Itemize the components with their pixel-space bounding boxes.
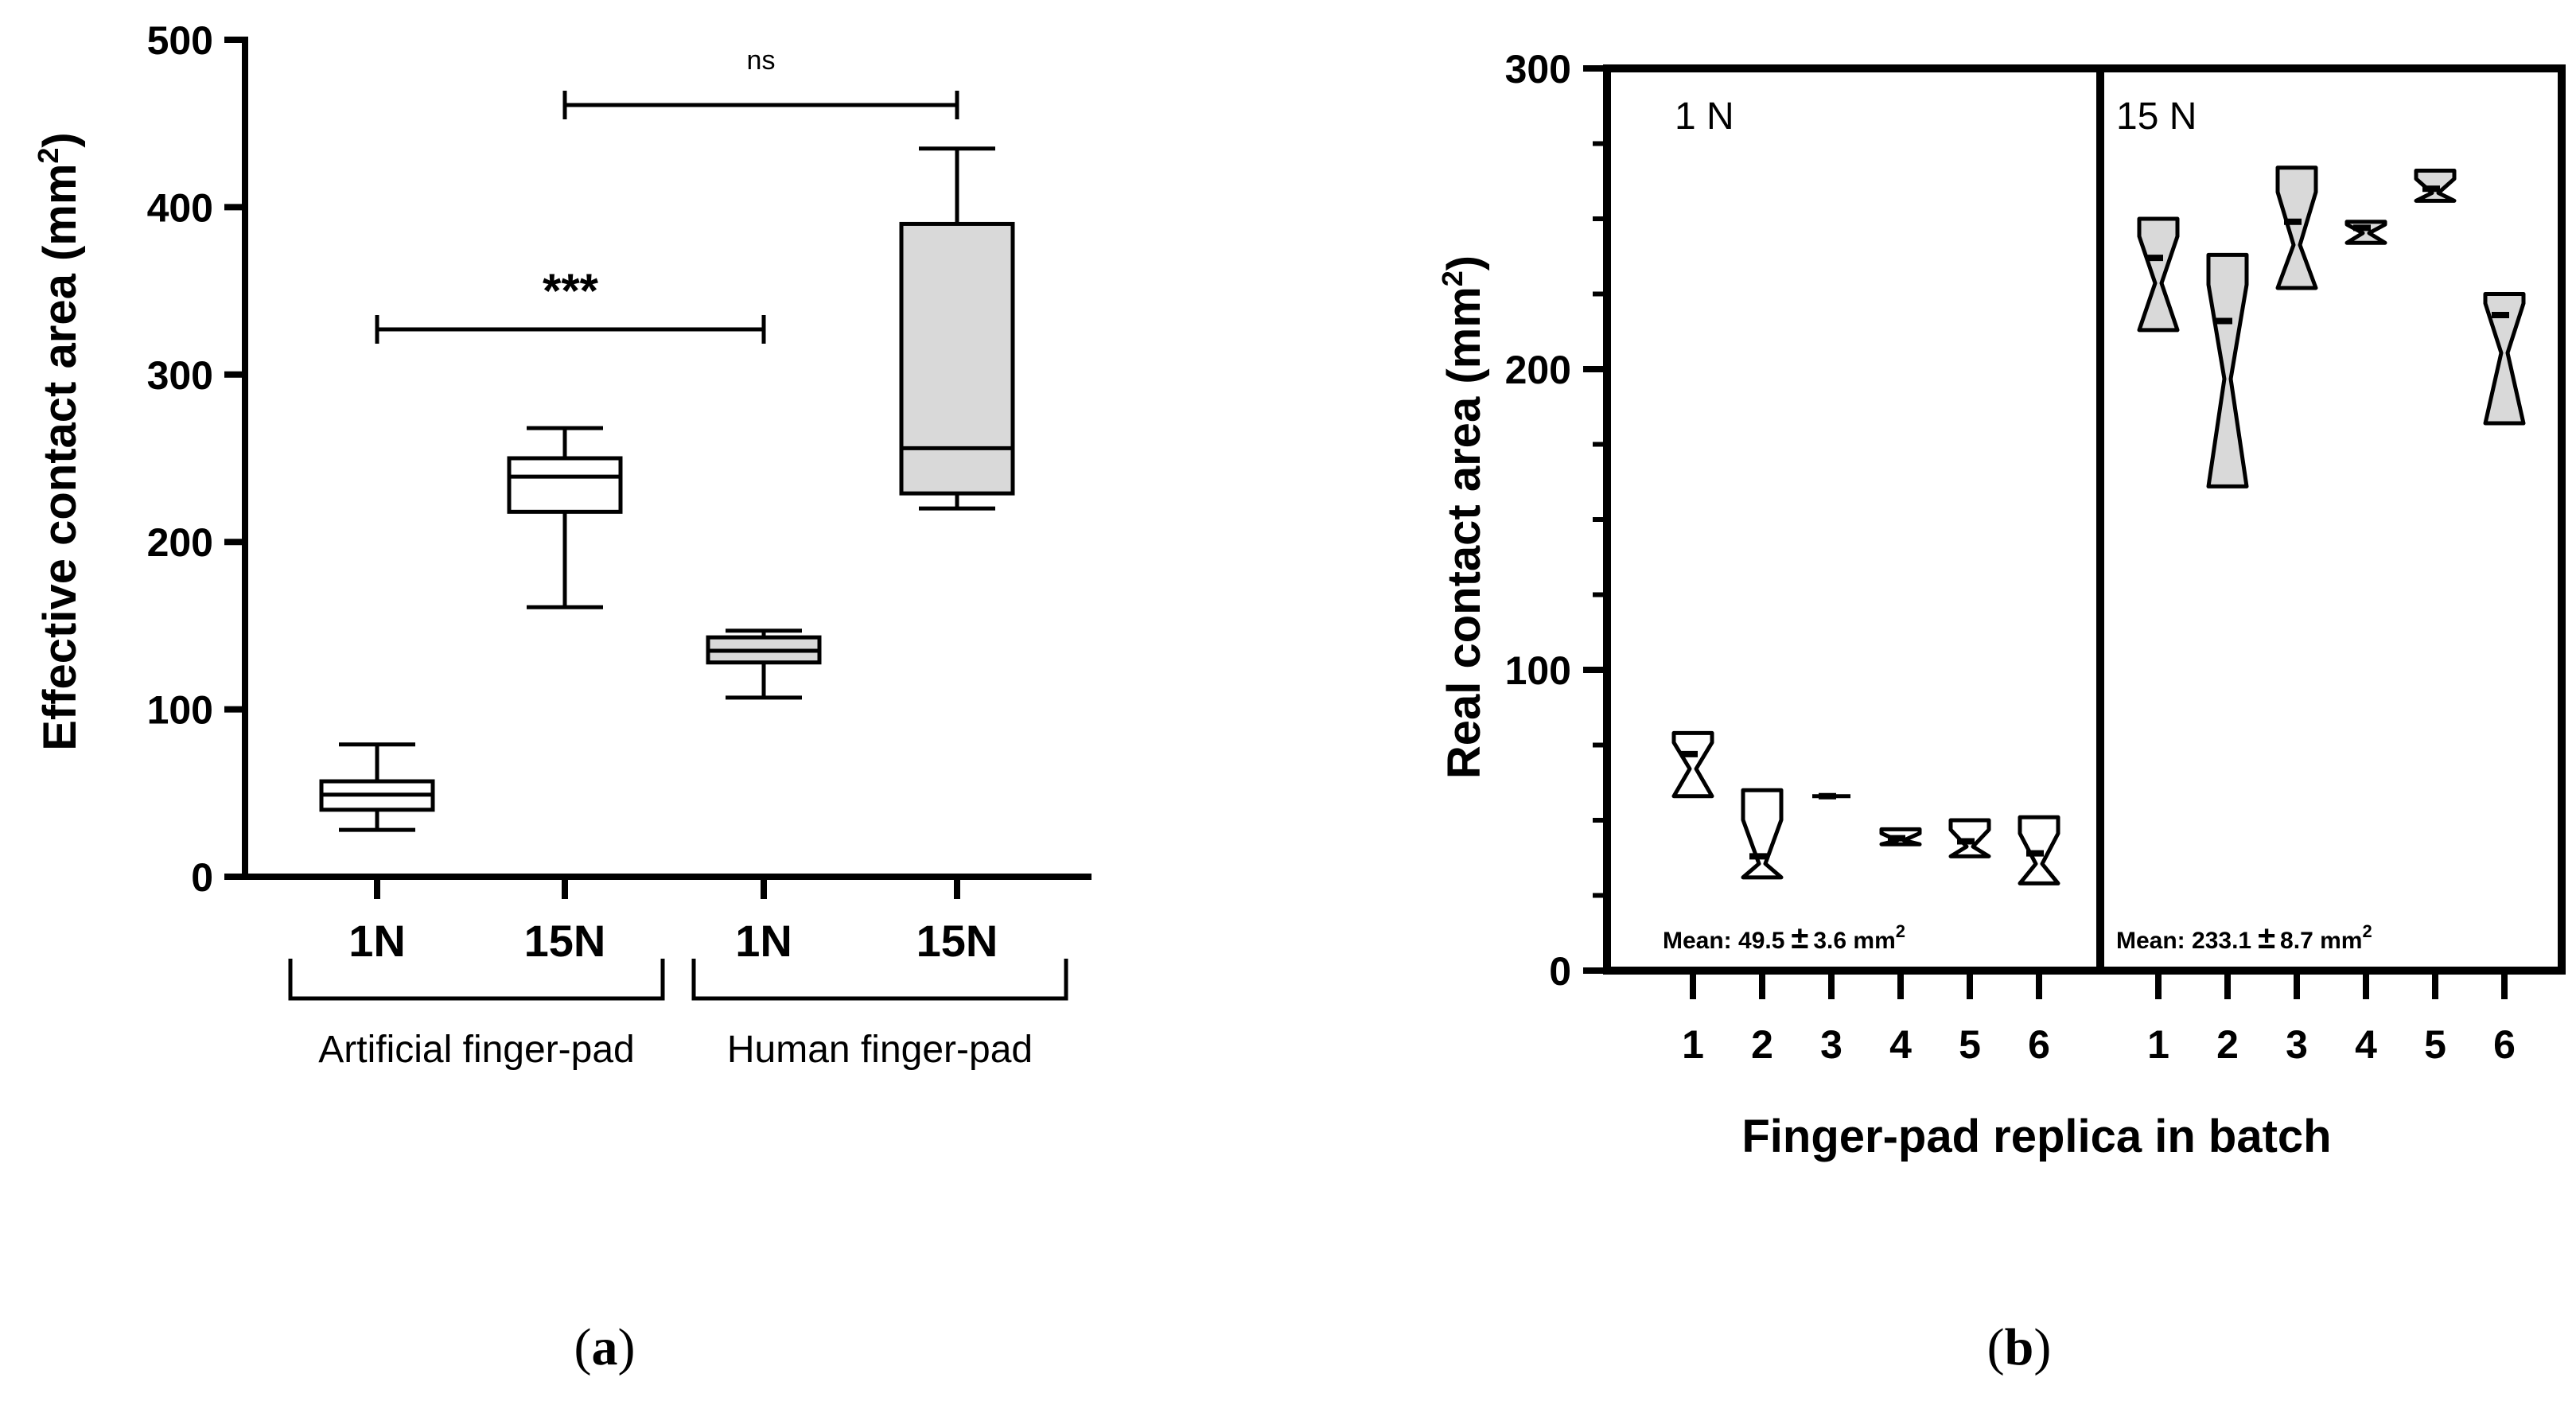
- x-tick-label-a: 15N: [524, 916, 606, 966]
- y-axis-b: 0 100 200 300: [1505, 47, 1607, 994]
- violin-body: [2275, 165, 2318, 290]
- y-tick-label-a: 200: [147, 520, 213, 565]
- significance-label: ns: [747, 45, 776, 76]
- significance-annotations: *** ns: [375, 45, 959, 344]
- box-0: [319, 742, 435, 832]
- panel-a-box-plot: 0 100 200 300 400 500 1N 15N 1N 15N Artificial f…: [32, 18, 1091, 1376]
- x-tick-label-b: 1: [2147, 1022, 2169, 1067]
- panel-label-b: (b): [1987, 1318, 2052, 1376]
- x-axis-b: 1 2 3 4 5 6 1 2 3 4 5 6: [1682, 971, 2516, 1067]
- significance-bracket: [375, 314, 766, 344]
- violin-body: [1671, 730, 1714, 799]
- x-tick-label-b: 5: [2424, 1022, 2446, 1067]
- x-tick-label-b: 2: [1751, 1022, 1773, 1067]
- box-body: [507, 456, 623, 514]
- x-tick-label-b: 6: [2028, 1022, 2050, 1067]
- group-brackets: Artificial finger-pad Human finger-pad: [288, 959, 1068, 1071]
- panel-b-violin-plot: 0 100 200 300 1 2 3 4 5 6 1 2 3 4 5 6 1 N 15 N Mean: 4…: [1436, 47, 2566, 1376]
- x-tick-label-b: 6: [2493, 1022, 2516, 1067]
- violin-body: [1741, 788, 1784, 880]
- x-tick-label-b: 3: [2286, 1022, 2308, 1067]
- y-title-close: ): [34, 132, 86, 147]
- x-axis-a: 1N 15N 1N 15N: [242, 874, 1091, 966]
- box-2: [706, 629, 822, 700]
- violin-body: [2137, 216, 2180, 333]
- y-tick-label-a: 0: [191, 855, 213, 900]
- y-title-sup-b: 2: [1436, 270, 1469, 286]
- y-title-main-b: Real contact area (mm: [1438, 286, 1490, 779]
- x-tick-label-b: 4: [1889, 1022, 1912, 1067]
- y-title-main: Effective contact area (mm: [34, 164, 86, 751]
- significance-bracket: [562, 91, 959, 120]
- y-tick-label-b: 300: [1505, 47, 1571, 91]
- violin-body: [2483, 292, 2526, 426]
- y-tick-label-b: 0: [1549, 949, 1571, 994]
- x-tick-label-b: 1: [1682, 1022, 1704, 1067]
- x-tick-label-b: 3: [1820, 1022, 1843, 1067]
- y-tick-label-a: 300: [147, 353, 213, 398]
- x-tick-label-b: 2: [2216, 1022, 2239, 1067]
- significance-label: ***: [543, 264, 599, 317]
- facet-frame-15N: [2096, 64, 2566, 975]
- y-title-close-b: ): [1438, 255, 1490, 270]
- panel-label-a: (a): [574, 1318, 636, 1376]
- y-tick-label-b: 100: [1505, 648, 1571, 693]
- box-series: [319, 146, 1015, 832]
- mean-annotation-1N: Mean: 49.5 ±3.6 mm2: [1663, 920, 1905, 955]
- y-title-sup: 2: [32, 148, 64, 164]
- x-tick-label-a: 15N: [916, 916, 998, 966]
- y-tick-label-a: 100: [147, 688, 213, 733]
- mean-annotation-15N: Mean: 233.1 ±8.7 mm2: [2116, 920, 2372, 955]
- x-tick-label-b: 4: [2355, 1022, 2377, 1067]
- y-axis-title-a: Effective contact area (mm2): [32, 132, 86, 751]
- x-axis-title-b: Finger-pad replica in batch: [1741, 1111, 2331, 1162]
- x-tick-label-a: 1N: [735, 916, 792, 966]
- group-label: Artificial finger-pad: [318, 1029, 635, 1071]
- group-bracket: [288, 959, 665, 1001]
- y-tick-label-a: 500: [147, 18, 213, 63]
- violin-body: [2206, 252, 2249, 488]
- group-label: Human finger-pad: [727, 1029, 1033, 1071]
- x-tick-label-b: 5: [1959, 1022, 1981, 1067]
- box-1: [507, 426, 623, 609]
- group-bracket: [691, 959, 1068, 1001]
- y-axis-title-b: Real contact area (mm2): [1436, 255, 1490, 779]
- box-3: [899, 146, 1015, 511]
- y-tick-label-a: 400: [147, 185, 213, 230]
- x-tick-label-a: 1N: [348, 916, 406, 966]
- violin-series: [1671, 165, 2526, 885]
- facet-title-15N: 15 N: [2116, 95, 2197, 138]
- box-body: [899, 221, 1015, 496]
- facet-title-1N: 1 N: [1675, 95, 1734, 138]
- y-tick-label-b: 200: [1505, 348, 1571, 392]
- y-axis-a: 0 100 200 300 400 500: [147, 18, 248, 900]
